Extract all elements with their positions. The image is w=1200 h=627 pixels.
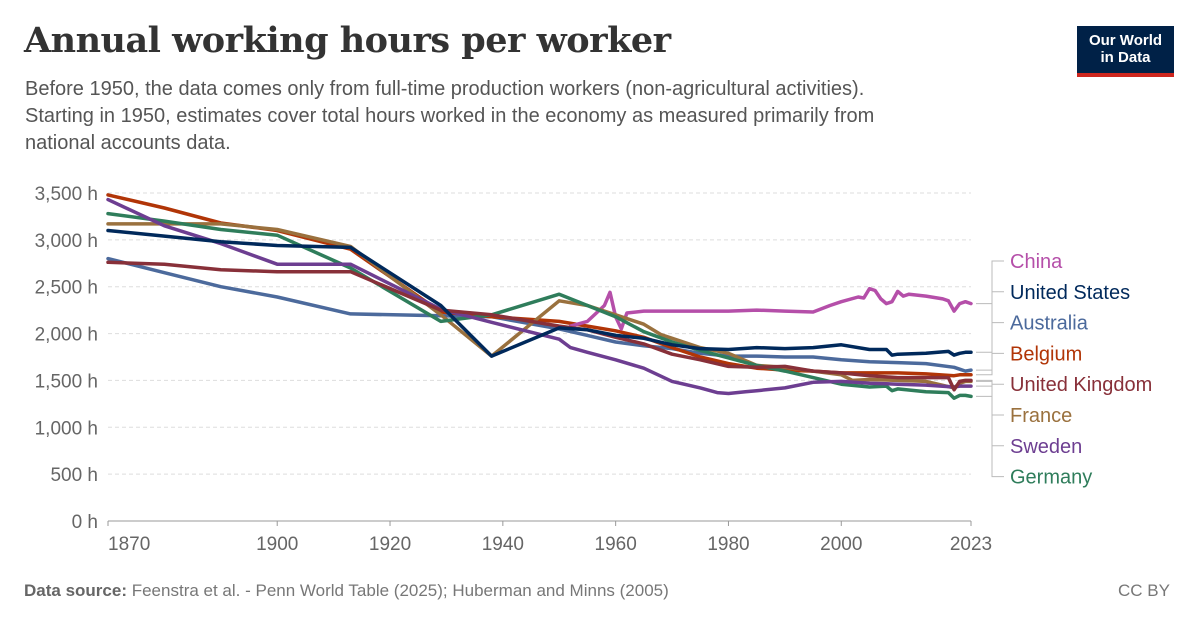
legend-connector: [976, 322, 1004, 371]
y-tick-label: 3,000 h: [35, 231, 98, 252]
y-tick-label: 2,500 h: [35, 278, 98, 299]
series-line-china: [568, 286, 973, 331]
legend-connector: [976, 260, 1004, 305]
legend-label-united-states: United States: [1010, 282, 1130, 304]
y-tick-label: 2,000 h: [35, 325, 98, 346]
data-source-text[interactable]: Feenstra et al. - Penn World Table (2025…: [131, 581, 669, 600]
license-link[interactable]: CC BY: [1118, 581, 1170, 600]
legend-label-united-kingdom: United Kingdom: [1010, 374, 1152, 396]
x-tick-label: 1900: [256, 534, 298, 555]
data-source-label: Data source:: [24, 581, 127, 600]
x-tick-label: 2023: [950, 534, 992, 555]
legend-label-china: China: [1010, 251, 1063, 273]
series-line-united-states: [106, 228, 973, 358]
legend-connector: [976, 385, 1004, 447]
subtitle-line: Starting in 1950, estimates cover total …: [25, 105, 875, 127]
series-line-united-kingdom: [106, 260, 973, 392]
y-tick-label: 0 h: [72, 512, 98, 533]
logo-text-line: Our World: [1088, 32, 1163, 49]
chart-title: Annual working hours per worker: [24, 20, 671, 61]
y-tick-label: 1,000 h: [35, 418, 98, 439]
chart-subtitle: Before 1950, the data comes only from fu…: [25, 76, 1045, 157]
legend-connector: [976, 395, 1004, 478]
y-tick-label: 3,500 h: [35, 184, 98, 205]
x-tick-label: 1870: [108, 534, 150, 555]
legend-connector: [976, 291, 1004, 353]
x-tick-label: 2000: [820, 534, 862, 555]
legend-label-sweden: Sweden: [1010, 436, 1082, 458]
x-tick-label: 1940: [482, 534, 524, 555]
subtitle-line: Before 1950, the data comes only from fu…: [25, 78, 865, 100]
legend-label-france: France: [1010, 405, 1072, 427]
series-line-germany: [106, 211, 973, 400]
x-tick-label: 1980: [707, 534, 749, 555]
legend-label-germany: Germany: [1010, 467, 1092, 489]
y-tick-label: 1,500 h: [35, 371, 98, 392]
y-tick-label: 500 h: [50, 465, 98, 486]
series-line-sweden: [106, 197, 973, 396]
series-line-australia: [106, 256, 973, 373]
x-tick-label: 1920: [369, 534, 411, 555]
data-source: Data source: Feenstra et al. - Penn Worl…: [24, 581, 669, 601]
legend-label-belgium: Belgium: [1010, 343, 1082, 365]
x-tick-label: 1960: [595, 534, 637, 555]
series-line-belgium: [106, 193, 973, 378]
owid-logo[interactable]: Our World in Data: [1077, 26, 1174, 77]
subtitle-line: national accounts data.: [25, 132, 231, 154]
legend-connector: [976, 352, 1004, 376]
logo-text-line: in Data: [1100, 49, 1151, 66]
legend-label-australia: Australia: [1010, 313, 1089, 335]
